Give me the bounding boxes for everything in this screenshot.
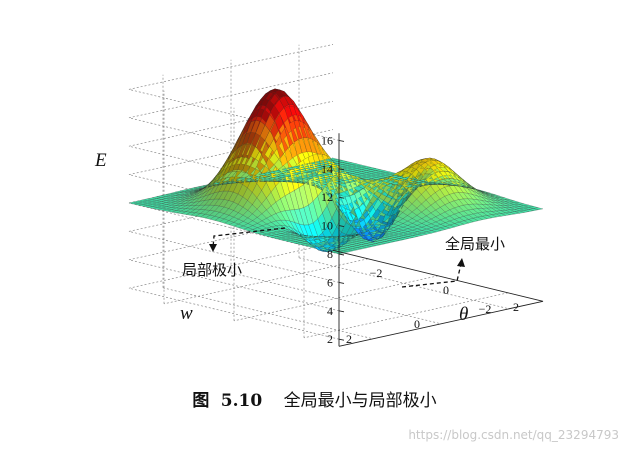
floor-gridline bbox=[233, 275, 439, 322]
back-wall-gridline bbox=[128, 214, 340, 312]
back-wall-gridline bbox=[128, 242, 340, 340]
z-tick-mark bbox=[338, 139, 345, 142]
z-axis-ticks: 16 14 12 10 8 6 4 2 bbox=[321, 133, 333, 346]
caption-figure-word: 图 bbox=[192, 391, 210, 411]
local-min-annotation: 局部极小 bbox=[182, 227, 286, 279]
z-tick-mark bbox=[338, 225, 345, 228]
z-tick-mark bbox=[338, 196, 345, 199]
floor-gridline bbox=[298, 257, 510, 310]
global-min-arrowhead bbox=[457, 258, 465, 267]
watermark: https://blog.csdn.net/qq_23294793 bbox=[408, 428, 619, 442]
z-axis-label: E bbox=[94, 150, 107, 171]
z-tick-label: 10 bbox=[321, 219, 333, 233]
local-min-arrowhead bbox=[209, 244, 217, 252]
theta-axis-ticks: −2 0 2 bbox=[370, 266, 519, 314]
theta-tick-label: −2 bbox=[370, 266, 383, 280]
z-tick-label: 12 bbox=[321, 190, 333, 204]
surface-patch bbox=[533, 207, 544, 210]
floor-gridline bbox=[162, 287, 374, 340]
local-min-label: 局部极小 bbox=[182, 261, 242, 279]
z-tick-label: 16 bbox=[321, 133, 333, 147]
z-tick-label: 8 bbox=[327, 247, 333, 261]
floor-gridline bbox=[303, 292, 509, 339]
w-axis-ticks: 2 0 −2 bbox=[346, 302, 491, 346]
floor-edge bbox=[332, 249, 544, 347]
global-min-arrow bbox=[401, 263, 462, 288]
w-tick-label: −2 bbox=[479, 302, 492, 316]
z-tick-mark bbox=[338, 168, 345, 171]
z-tick-label: 4 bbox=[327, 304, 333, 318]
global-min-annotation: 全局最小 bbox=[401, 235, 505, 288]
w-axis-label: w bbox=[180, 303, 193, 324]
z-tick-mark bbox=[338, 338, 345, 341]
caption-number: 5.10 bbox=[220, 391, 263, 411]
z-tick-mark bbox=[338, 310, 345, 313]
z-tick-label: 14 bbox=[321, 162, 333, 176]
floor-grid bbox=[162, 257, 510, 340]
global-min-label: 全局最小 bbox=[445, 235, 505, 253]
z-tick-mark bbox=[338, 281, 345, 284]
theta-tick-label: 2 bbox=[513, 300, 519, 314]
w-tick-label: 0 bbox=[414, 317, 420, 331]
caption-text: 全局最小与局部极小 bbox=[283, 391, 437, 411]
energy-surface bbox=[128, 88, 544, 255]
w-tick-label: 2 bbox=[346, 332, 352, 346]
figure-caption: 图 5.10 全局最小与局部极小 bbox=[0, 386, 629, 411]
theta-tick-label: 0 bbox=[443, 283, 449, 297]
z-tick-label: 2 bbox=[327, 332, 333, 346]
back-wall-gridline bbox=[128, 186, 340, 283]
theta-axis-label: θ bbox=[459, 304, 468, 325]
z-tick-mark bbox=[338, 253, 345, 256]
axes-frame bbox=[332, 133, 544, 347]
z-tick-label: 6 bbox=[327, 275, 333, 289]
